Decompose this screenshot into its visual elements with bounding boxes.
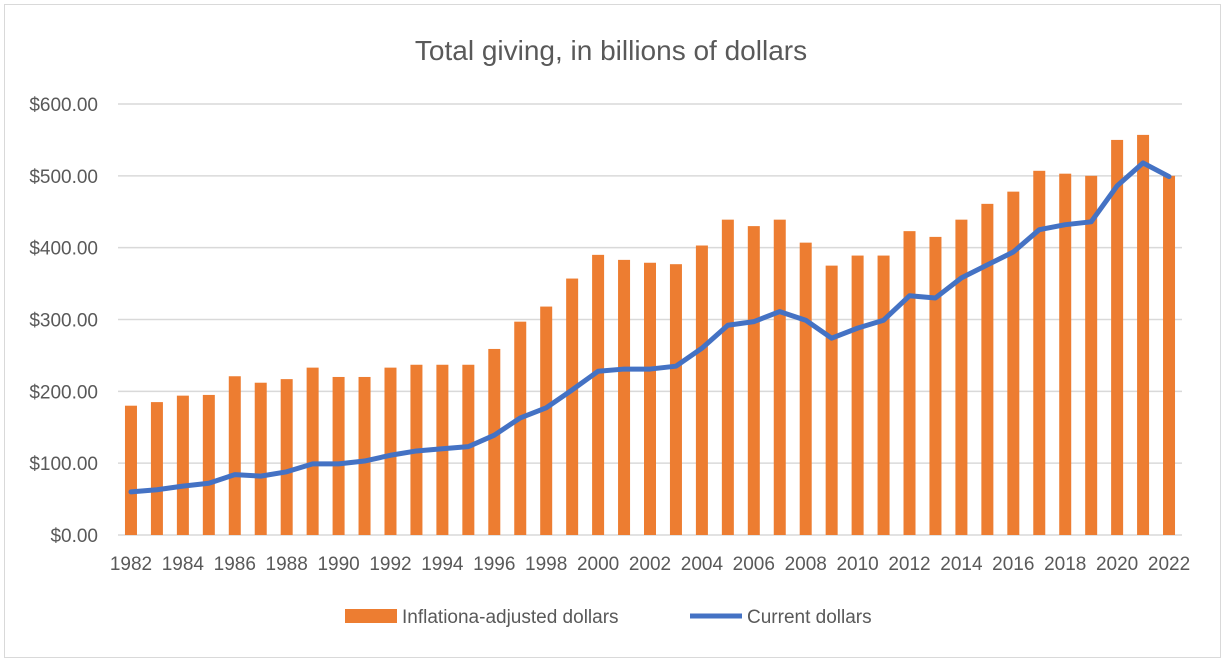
bar-1984 (176, 395, 189, 535)
x-tick-label: 1984 (162, 554, 205, 575)
bar-2008 (799, 242, 812, 535)
bar-2002 (644, 262, 656, 535)
legend-swatch-bar (345, 609, 397, 623)
bar-1998 (540, 306, 553, 535)
chart-frame (4, 4, 1221, 658)
bar-2013 (929, 236, 942, 535)
bar-2001 (618, 259, 631, 535)
bar-1987 (254, 382, 267, 535)
bar-1989 (306, 367, 319, 535)
bar-1990 (332, 376, 345, 535)
x-tick-label: 1990 (317, 554, 359, 575)
bar-2009 (825, 265, 838, 535)
x-tick-label: 1986 (214, 554, 256, 575)
y-tick-label: $500.00 (29, 167, 98, 188)
bar-1999 (566, 278, 579, 535)
x-tick-label: 2008 (785, 554, 827, 575)
bar-2020 (1111, 139, 1124, 535)
bar-2015 (981, 203, 994, 535)
x-tick-label: 1996 (473, 554, 515, 575)
bar-1983 (150, 402, 163, 535)
bar-2019 (1085, 175, 1098, 536)
bar-2018 (1059, 173, 1072, 535)
x-tick-label: 1988 (266, 554, 308, 575)
bar-2021 (1137, 134, 1150, 535)
bar-2004 (695, 245, 708, 536)
y-tick-label: $300.00 (29, 311, 98, 332)
y-tick-label: $100.00 (29, 454, 98, 475)
bar-2014 (955, 219, 968, 535)
x-tick-label: 2020 (1096, 554, 1138, 575)
bar-2005 (721, 219, 734, 535)
x-tick-label: 2012 (888, 554, 930, 575)
x-tick-label: 2022 (1148, 554, 1190, 575)
y-tick-label: $0.00 (50, 526, 98, 547)
x-tick-label: 2006 (733, 554, 775, 575)
bar-1997 (514, 321, 527, 535)
legend-label-bar: Inflationa-adjusted dollars (402, 607, 619, 628)
bar-2016 (1007, 191, 1020, 536)
legend-label-line: Current dollars (747, 607, 872, 628)
bar-2000 (592, 254, 605, 535)
bar-1991 (358, 376, 371, 535)
bar-1985 (202, 394, 215, 535)
y-tick-label: $600.00 (29, 95, 98, 116)
x-tick-label: 2002 (629, 554, 671, 575)
bar-2022 (1163, 175, 1176, 536)
x-tick-label: 2004 (681, 554, 724, 575)
bar-1988 (280, 379, 293, 535)
bar-1995 (462, 364, 475, 535)
bar-2003 (669, 264, 682, 535)
bar-2011 (877, 255, 890, 535)
bar-2012 (903, 231, 916, 535)
x-tick-label: 2018 (1044, 554, 1086, 575)
x-tick-label: 2010 (836, 554, 878, 575)
chart-title: Total giving, in billions of dollars (415, 35, 807, 66)
y-tick-label: $400.00 (29, 239, 98, 260)
bar-2010 (851, 255, 864, 535)
x-tick-label: 2016 (992, 554, 1034, 575)
bar-1986 (228, 376, 241, 535)
x-tick-label: 2000 (577, 554, 619, 575)
bar-2007 (773, 219, 786, 535)
legend: Inflationa-adjusted dollars Current doll… (345, 607, 872, 628)
x-tick-label: 2014 (940, 554, 983, 575)
x-tick-label: 1998 (525, 554, 567, 575)
x-tick-label: 1994 (421, 554, 464, 575)
y-tick-label: $200.00 (29, 382, 98, 403)
bar-1996 (488, 348, 501, 535)
bar-2006 (747, 226, 760, 535)
x-tick-label: 1992 (369, 554, 411, 575)
bar-1982 (124, 405, 137, 535)
bar-1992 (384, 367, 397, 535)
x-tick-label: 1982 (110, 554, 152, 575)
bar-2017 (1033, 170, 1046, 535)
